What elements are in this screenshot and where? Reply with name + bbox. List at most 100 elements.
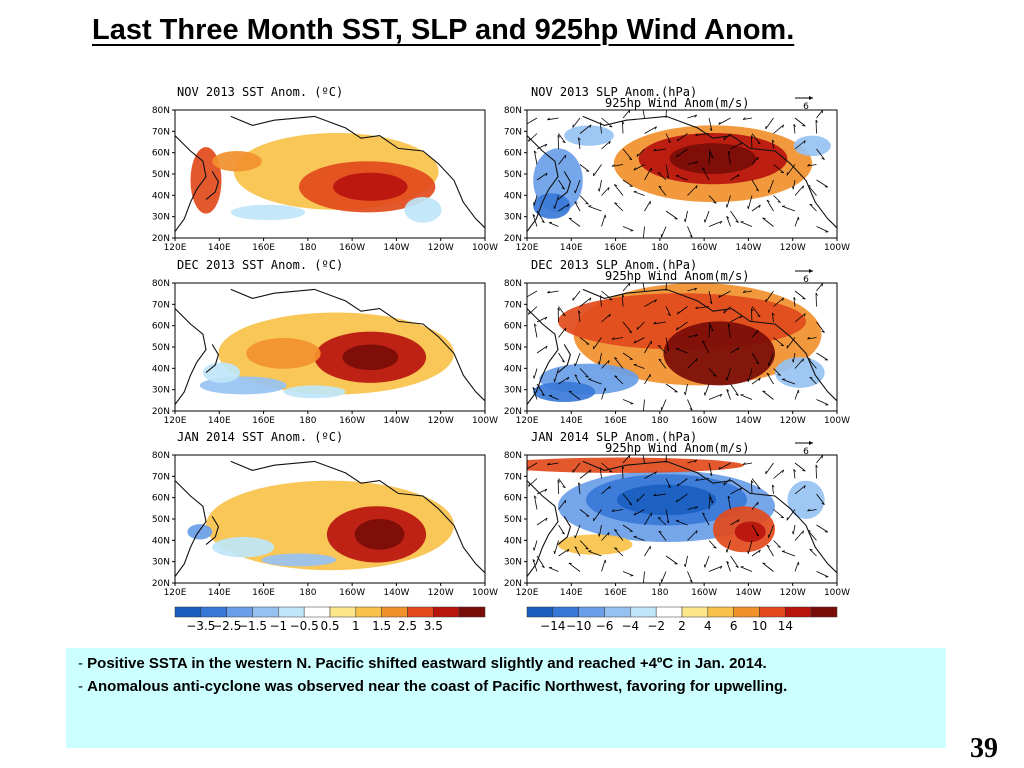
wind-vector-arrow-icon <box>579 164 590 172</box>
wind-vector-arrow-icon <box>793 124 796 134</box>
wind-vector-arrow-icon <box>622 148 633 161</box>
arrow-icon <box>544 316 548 320</box>
wind-vector-arrow-icon <box>687 334 698 338</box>
arrow-icon <box>710 155 714 159</box>
wind-vector-arrow-icon <box>816 571 829 578</box>
coastline <box>582 115 837 229</box>
wind-vector-arrow-icon <box>809 376 817 385</box>
wind-vector-arrow-icon <box>751 549 761 557</box>
arrow-icon <box>702 167 706 170</box>
wind-vector-arrow-icon <box>768 524 774 538</box>
colorbar-label: 2 <box>678 619 686 633</box>
arrow-icon <box>704 392 706 396</box>
arrow-icon <box>751 480 754 484</box>
wind-vector-arrow-icon <box>704 555 710 568</box>
arrow-icon <box>654 126 657 130</box>
arrow-icon <box>777 374 781 376</box>
wind-vector-arrow-icon <box>794 290 806 300</box>
wind-vector-arrow-icon <box>794 117 806 127</box>
wind-vector-arrow-icon <box>718 462 731 470</box>
lat-tick-label: 50N <box>152 515 170 525</box>
colorbar-swatch <box>604 606 631 618</box>
wind-vector-arrow-icon <box>773 195 781 203</box>
wind-vector-arrow-icon <box>687 530 698 541</box>
wind-vector-arrow-icon <box>708 195 717 204</box>
arrow-icon <box>588 378 592 380</box>
arrow-icon <box>719 221 723 224</box>
arrow-icon <box>694 114 698 118</box>
anomaly-region <box>187 524 213 540</box>
coastline <box>205 344 219 374</box>
wind-vector-arrow-icon <box>708 321 714 332</box>
wind-vector-arrow-icon <box>730 347 740 354</box>
lat-tick-label: 60N <box>504 322 522 332</box>
arrow-icon <box>702 512 706 515</box>
colorbar-label: 4 <box>704 619 712 633</box>
wind-vector-arrow-icon <box>751 133 761 145</box>
arrow-icon <box>561 187 565 190</box>
wind-vector-arrow-icon <box>588 378 602 385</box>
wind-vector-arrow-icon <box>536 488 548 495</box>
wind-vector-arrow-icon <box>665 210 678 220</box>
anomaly-region <box>202 362 241 383</box>
lon-tick-label: 160E <box>604 588 627 598</box>
lat-tick-label: 70N <box>152 472 170 482</box>
wind-vector-arrow-icon <box>644 200 651 212</box>
arrow-icon <box>557 479 560 483</box>
arrow-icon <box>696 185 698 189</box>
arrow-icon <box>702 340 706 343</box>
wind-vector-arrow-icon <box>622 352 633 360</box>
wind-vector-arrow-icon <box>794 530 804 541</box>
arrow-icon <box>758 204 761 208</box>
wind-vector-arrow-icon <box>579 124 592 134</box>
colorbar-swatch <box>200 606 227 618</box>
wind-vector-arrow-icon <box>687 226 693 238</box>
arrow-icon <box>547 462 550 466</box>
map-field <box>527 455 837 583</box>
wind-vector-arrow-icon <box>816 455 823 464</box>
note-item: - Anomalous anti-cyclone was observed ne… <box>78 677 934 696</box>
arrow-icon <box>742 117 746 120</box>
wind-vector-arrow-icon <box>730 487 743 495</box>
arrow-icon <box>821 502 825 505</box>
anomaly-region <box>261 553 337 567</box>
wind-vector-arrow-icon <box>794 389 799 400</box>
wind-vector-arrow-icon <box>658 358 667 369</box>
arrow-icon <box>821 283 823 287</box>
arrow-icon <box>633 363 637 366</box>
colorbar-label: −10 <box>566 619 591 633</box>
map-panel-nov-slp: NOV 2013 SLP Anom.(hPa)925hp Wind Anom(m… <box>504 85 850 253</box>
lat-tick-label: 20N <box>504 407 522 417</box>
reference-vector-value: 6 <box>803 102 809 112</box>
note-text: Positive SSTA in the western N. Pacific … <box>87 655 767 672</box>
panel-title: DEC 2013 SLP Anom.(hPa) <box>531 258 697 272</box>
wind-vector-arrow-icon <box>527 117 538 125</box>
colorbar-label: 0.5 <box>320 619 339 633</box>
wind-vector-arrow-icon <box>751 501 759 510</box>
arrow-icon <box>614 202 618 204</box>
colorbar-swatch <box>733 606 760 618</box>
wind-vector-arrow-icon <box>534 495 538 510</box>
wind-vector-arrow-icon <box>708 368 717 377</box>
wind-vector-arrow-icon <box>727 150 731 165</box>
lat-tick-label: 60N <box>152 149 170 159</box>
lon-tick-label: 160E <box>604 243 627 253</box>
arrow-icon <box>821 330 825 333</box>
wind-vector-arrow-icon <box>794 185 804 196</box>
wind-vector-arrow-icon <box>751 156 759 165</box>
lat-tick-label: 80N <box>504 451 522 461</box>
arrow-icon <box>574 546 578 549</box>
wind-vector-arrow-icon <box>593 337 602 350</box>
lon-tick-label: 160W <box>691 416 717 426</box>
arrow-icon <box>567 204 570 207</box>
wind-vector-arrow-icon <box>708 393 723 400</box>
wind-vector-arrow-icon <box>622 226 634 231</box>
arrow-icon <box>628 331 633 334</box>
arrow-icon <box>757 487 761 490</box>
lon-tick-label: 120E <box>516 243 539 253</box>
arrow-icon <box>666 175 670 179</box>
wind-vector-arrow-icon <box>665 509 670 524</box>
wind-vector-arrow-icon <box>687 358 698 369</box>
arrow-icon <box>793 297 796 300</box>
colorbar-swatch <box>303 606 331 618</box>
